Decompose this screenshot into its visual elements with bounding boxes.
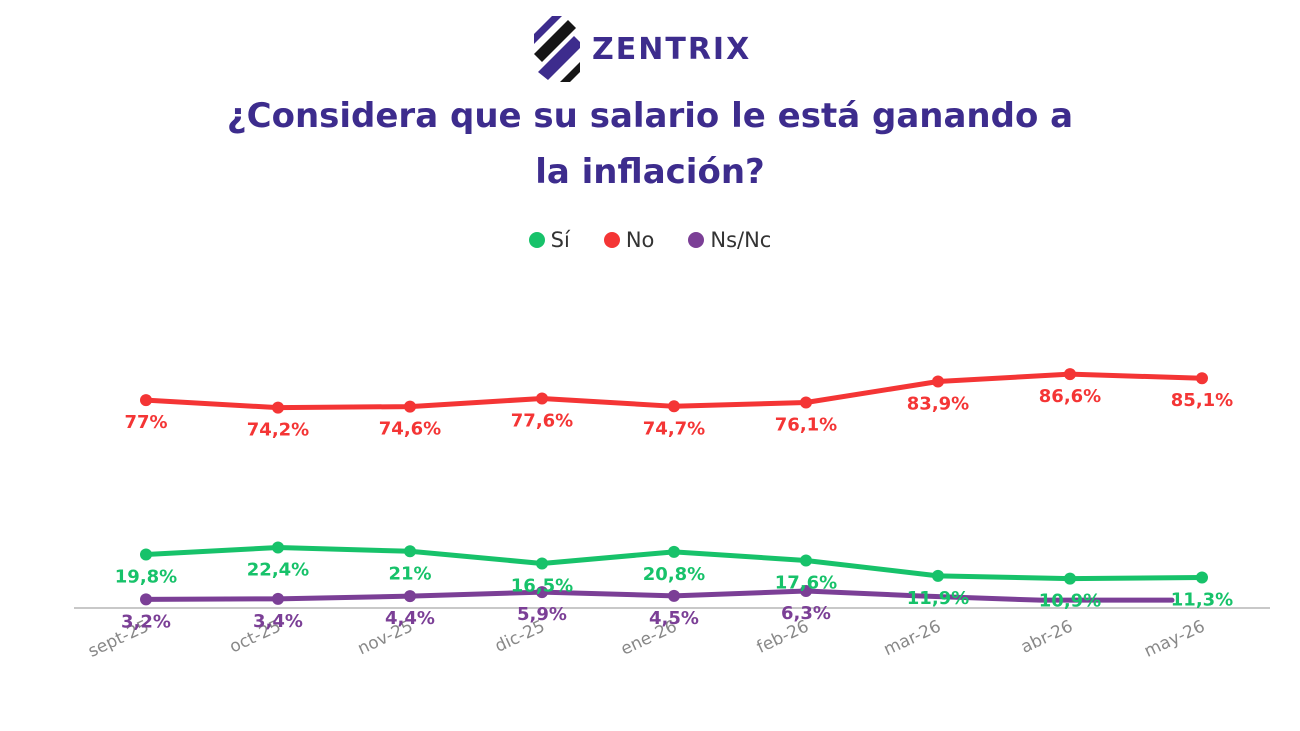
data-point-si — [800, 554, 812, 567]
data-point-si — [272, 541, 284, 554]
legend-swatch-no — [603, 232, 620, 248]
data-label-no: 77,6% — [511, 410, 573, 431]
data-point-nsnc — [668, 589, 680, 602]
legend-swatch-nsnc — [688, 232, 705, 248]
legend-item-nsnc: Ns/Nc — [688, 228, 771, 252]
data-point-si — [536, 557, 548, 570]
data-label-no: 74,7% — [643, 418, 705, 439]
data-label-si: 20,8% — [643, 564, 705, 585]
legend-label-nsnc: Ns/Nc — [710, 228, 772, 252]
data-label-si: 21% — [388, 563, 431, 584]
data-point-si — [1196, 571, 1208, 584]
data-label-si: 11,9% — [907, 588, 969, 609]
data-label-no: 83,9% — [907, 393, 969, 414]
data-point-nsnc — [800, 584, 812, 597]
data-label-nsnc: 5,9% — [517, 604, 567, 625]
data-point-si — [140, 548, 152, 561]
legend-item-si: Sí — [528, 228, 570, 252]
data-label-si: 22,4% — [247, 560, 309, 581]
brand-logo: ZENTRIX — [530, 14, 751, 84]
data-label-nsnc: 3,4% — [253, 611, 303, 632]
data-point-no — [404, 400, 416, 413]
data-label-nsnc: 4,4% — [385, 608, 435, 629]
legend-label-si: Sí — [550, 228, 570, 252]
data-label-no: 86,6% — [1039, 386, 1101, 407]
legend-label-no: No — [625, 228, 655, 252]
chart-legend: Sí No Ns/Nc — [0, 228, 1300, 252]
data-point-no — [800, 396, 812, 409]
data-label-si: 16,5% — [511, 575, 573, 596]
data-label-si: 19,8% — [115, 567, 177, 588]
x-tick-label: mar-26 — [881, 616, 944, 660]
data-label-no: 76,1% — [775, 415, 837, 436]
data-label-si: 10,9% — [1039, 591, 1101, 612]
data-point-no — [1064, 368, 1076, 381]
data-label-no: 77% — [124, 412, 167, 433]
x-tick-label: abr-26 — [1018, 616, 1076, 657]
data-point-no — [140, 394, 152, 407]
data-point-nsnc — [272, 592, 284, 605]
data-label-nsnc: 3,2% — [121, 611, 171, 632]
chart-title-line-2: la inflación? — [535, 152, 765, 192]
series-line-nsnc — [143, 588, 1175, 603]
data-point-no — [1196, 372, 1208, 385]
data-point-nsnc — [404, 590, 416, 603]
data-point-si — [932, 569, 944, 582]
data-label-nsnc: 6,3% — [781, 603, 831, 624]
data-point-si — [404, 545, 416, 558]
legend-item-no: No — [603, 228, 655, 252]
chart-title: ¿Considera que su salario le está ganand… — [150, 88, 1150, 200]
legend-swatch-si — [528, 232, 545, 248]
data-label-nsnc: 4,5% — [649, 608, 699, 629]
data-point-nsnc — [536, 586, 548, 599]
data-point-no — [932, 375, 944, 388]
data-label-no: 85,1% — [1171, 390, 1233, 411]
data-point-si — [668, 545, 680, 558]
x-tick-label: may-26 — [1141, 616, 1208, 661]
data-label-no: 74,6% — [379, 419, 441, 440]
data-point-no — [272, 401, 284, 414]
brand-name: ZENTRIX — [592, 31, 752, 67]
data-point-nsnc — [140, 593, 152, 606]
data-label-si: 11,3% — [1171, 589, 1233, 610]
data-label-si: 17,6% — [775, 572, 837, 593]
data-label-no: 74,2% — [247, 420, 309, 441]
data-point-no — [536, 392, 548, 405]
data-point-no — [668, 400, 680, 413]
zentrix-logo-icon — [534, 16, 580, 82]
data-point-si — [1064, 572, 1076, 585]
chart-title-line-1: ¿Considera que su salario le está ganand… — [226, 96, 1074, 136]
